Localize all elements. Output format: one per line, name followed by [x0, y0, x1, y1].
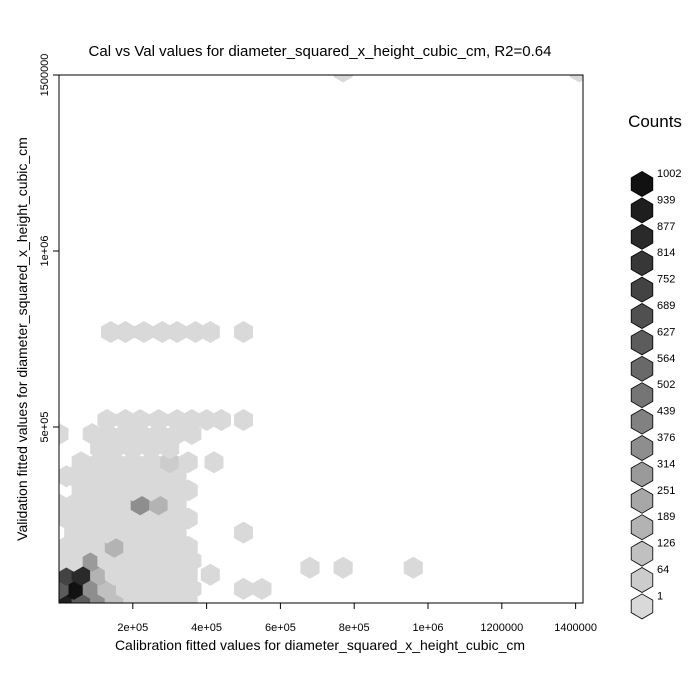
- legend-count-label: 126: [657, 538, 675, 550]
- x-tick-label: 1200000: [480, 622, 523, 634]
- hexbin-cell: [182, 409, 202, 431]
- hexbin-cell: [141, 437, 161, 460]
- hexbin-cell: [123, 437, 143, 460]
- legend-hex-swatch: [630, 355, 654, 382]
- hexbin-cell: [234, 577, 253, 600]
- x-axis: 2e+05 4e+05 6e+05 8e+05 1e+06 1200000 1400000: [117, 603, 597, 634]
- hexbin-cell: [234, 521, 253, 544]
- hexbin-cell: [90, 437, 110, 460]
- hexbin-cell: [197, 409, 217, 431]
- legend-count-label: 627: [657, 326, 675, 338]
- hexbin-cell: [566, 32, 585, 54]
- hexbin-cell: [160, 451, 180, 474]
- legend-hex-swatch: [630, 514, 654, 541]
- legend-hex-swatch: [630, 408, 654, 435]
- hexbin-cell: [97, 409, 117, 431]
- hexbin-cell: [160, 437, 180, 460]
- legend-count-label: 752: [657, 274, 675, 286]
- legend-hex-swatch: [630, 329, 654, 356]
- hexbin-cell: [59, 423, 69, 445]
- legend-count-label: 189: [657, 511, 675, 523]
- x-axis-label: Calibration fitted values for diameter_s…: [115, 637, 525, 653]
- x-tick-label: 4e+05: [191, 622, 222, 634]
- legend-count-label: 376: [657, 432, 675, 444]
- hexbin-cell: [182, 423, 202, 445]
- hexbin-cell: [186, 321, 206, 343]
- legend-count-label: 439: [657, 406, 675, 418]
- legend-count-label: 502: [657, 379, 675, 391]
- legend-hex-swatch: [630, 171, 654, 197]
- hexbin-cell: [104, 437, 124, 460]
- legend-hex-swatch: [630, 223, 654, 250]
- legend-hex-swatch: [630, 461, 654, 488]
- y-axis-label: Validation fitted values for diameter_sq…: [14, 137, 30, 541]
- hexbin-cell: [178, 451, 198, 474]
- legend-count-label: 314: [657, 458, 675, 470]
- x-tick-label: 1400000: [554, 622, 597, 634]
- hexbin-cell: [178, 479, 198, 502]
- hexbin-cell: [101, 321, 121, 343]
- hexbin-cell: [204, 451, 224, 474]
- hexbin-cell: [403, 556, 423, 579]
- x-tick-label: 1e+06: [413, 622, 444, 634]
- legend-count-label: 939: [657, 194, 675, 206]
- x-tick-label: 2e+05: [117, 622, 148, 634]
- legend-hex-swatch: [630, 435, 654, 461]
- hexbin-cell: [333, 556, 353, 579]
- hexbin-cell: [300, 556, 320, 579]
- hexbin-layer: [59, 32, 585, 603]
- legend-title: Counts: [628, 112, 682, 131]
- hexbin-cell: [115, 409, 135, 431]
- hexbin-cell: [252, 577, 272, 600]
- legend-hex-swatch: [630, 567, 654, 593]
- hexbin-cell: [569, 75, 583, 83]
- hexbin-cell: [130, 409, 150, 431]
- hexbin-cell: [178, 507, 198, 530]
- legend: 1002 939 877 814 752 689 627 564 502 439 376 314 251…: [630, 168, 681, 620]
- hexbin-cell: [149, 409, 169, 431]
- hexbin-cell: [200, 321, 220, 343]
- legend-hex-swatch: [630, 250, 654, 277]
- x-tick-label: 8e+05: [339, 622, 370, 634]
- hexbin-cell: [90, 451, 110, 474]
- hexbin-cell: [71, 451, 91, 474]
- legend-hex-swatch: [630, 593, 654, 620]
- y-axis: 5e+05 1e+06 1500000: [39, 54, 59, 443]
- legend-count-label: 689: [657, 300, 675, 312]
- y-tick-label: 1500000: [39, 54, 51, 97]
- legend-hex-swatch: [630, 303, 654, 329]
- legend-hex-swatch: [630, 540, 654, 567]
- y-tick-label: 5e+05: [39, 412, 51, 443]
- hexbin-cell: [167, 409, 187, 431]
- legend-count-label: 1: [657, 590, 663, 602]
- legend-hex-swatch: [630, 382, 654, 409]
- hexbin-cell: [152, 321, 172, 343]
- legend-count-label: 64: [657, 564, 669, 576]
- legend-count-label: 251: [657, 485, 675, 497]
- hexbin-cell: [211, 409, 231, 431]
- chart-title: Cal vs Val values for diameter_squared_x…: [89, 43, 552, 60]
- hexbin-cell: [123, 451, 143, 474]
- legend-hex-swatch: [630, 487, 654, 514]
- hexbin-cell: [234, 409, 253, 431]
- legend-count-label: 564: [657, 353, 675, 365]
- plot-border: [58, 74, 584, 604]
- legend-count-label: 877: [657, 221, 675, 233]
- y-tick-label: 1e+06: [39, 236, 51, 267]
- legend-hex-swatch: [630, 276, 654, 303]
- hexbin-cell: [234, 321, 253, 343]
- hexbin-cell: [141, 451, 161, 474]
- legend-count-label: 1002: [657, 168, 681, 180]
- hexbin-cell: [178, 535, 198, 558]
- legend-hex-swatch: [630, 197, 654, 224]
- x-tick-label: 6e+05: [265, 622, 296, 634]
- hexbin-cell: [200, 563, 220, 586]
- hexbin-cell: [134, 321, 154, 343]
- hexbin-cell: [333, 75, 353, 83]
- hexbin-cell: [104, 451, 124, 474]
- legend-count-label: 814: [657, 247, 675, 259]
- hexbin-cell: [167, 321, 187, 343]
- hexbin-cell: [115, 321, 135, 343]
